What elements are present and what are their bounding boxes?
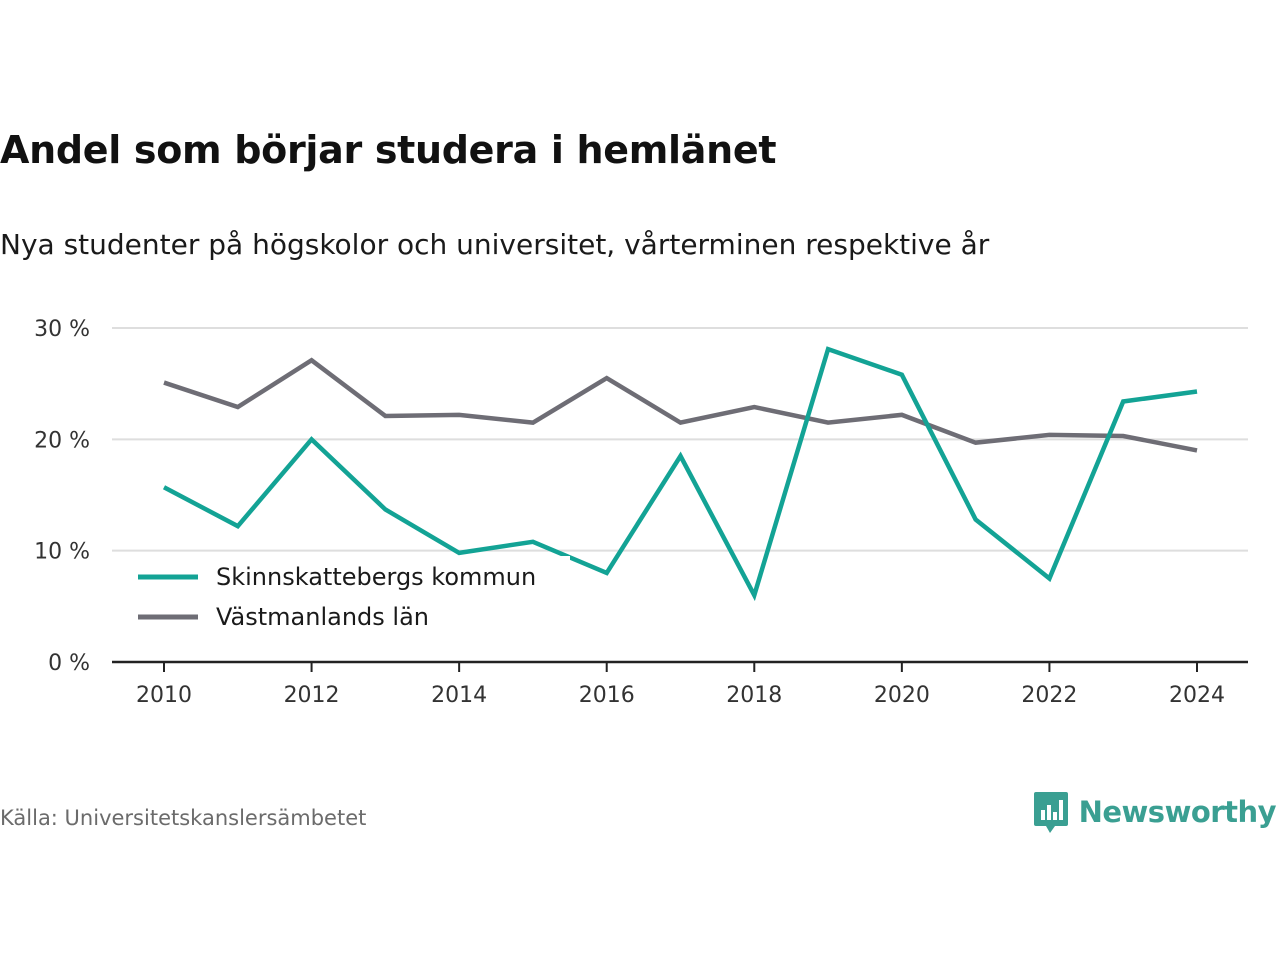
x-tick-label: 2022 bbox=[1021, 683, 1077, 708]
source-note: Källa: Universitetskanslersämbetet bbox=[0, 806, 367, 830]
y-tick-label: 20 % bbox=[34, 428, 90, 453]
chart-title: Andel som börjar studera i hemlänet bbox=[0, 128, 777, 172]
brand-name: Newsworthy bbox=[1078, 795, 1277, 829]
line-chart: 0 % 10 % 20 % 30 % 2010 2012 2014 2016 2018 2020 2… bbox=[34, 317, 1248, 708]
legend-label: Västmanlands län bbox=[216, 603, 429, 631]
x-tick-label: 2014 bbox=[431, 683, 487, 708]
x-tick-label: 2020 bbox=[874, 683, 930, 708]
legend-background bbox=[130, 556, 570, 638]
x-tick-label: 2024 bbox=[1169, 683, 1225, 708]
legend-label: Skinnskattebergs kommun bbox=[216, 563, 536, 591]
x-tick-label: 2012 bbox=[284, 683, 340, 708]
x-tick-label: 2010 bbox=[136, 683, 192, 708]
x-tick-label: 2018 bbox=[726, 683, 782, 708]
y-tick-label: 30 % bbox=[34, 317, 90, 342]
series-line-v-stmanlands-l-n bbox=[163, 357, 1198, 453]
y-tick-label: 10 % bbox=[34, 540, 90, 565]
brand-logo: Newsworthy bbox=[1033, 790, 1277, 834]
x-tick-label: 2016 bbox=[579, 683, 635, 708]
y-tick-label: 0 % bbox=[48, 651, 90, 676]
chart-subtitle: Nya studenter på högskolor och universit… bbox=[0, 228, 990, 261]
newsworthy-logo-icon bbox=[1033, 792, 1068, 833]
series-line-skinnskattebergs-kommun bbox=[162, 346, 1198, 602]
